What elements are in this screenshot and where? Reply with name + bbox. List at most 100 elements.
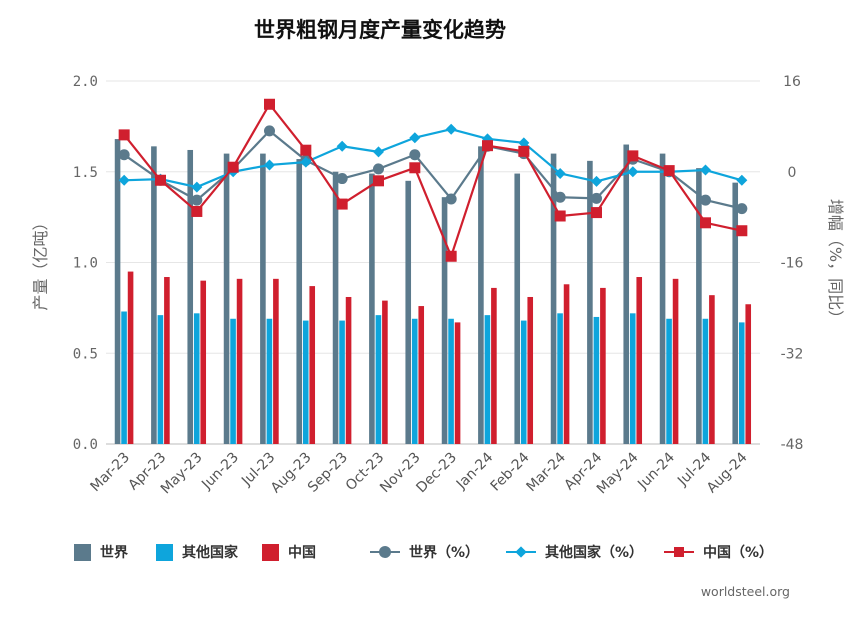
y-left-axis-label: 产量（亿吨） xyxy=(31,214,50,310)
point-1-May-24 xyxy=(627,166,639,178)
bar-0-Feb-24 xyxy=(514,173,521,444)
y-right-tick-label: -32 xyxy=(781,346,804,362)
point-2-Mar-24 xyxy=(554,210,566,222)
point-2-Mar-23 xyxy=(118,129,130,141)
legend-item-world-bar[interactable]: 世界 xyxy=(74,541,128,563)
point-0-Mar-24 xyxy=(554,191,566,203)
point-2-Jul-24 xyxy=(700,217,711,229)
legend: 世界 其他国家 中国 世界（%） 其他国家（%） 中国（%） xyxy=(74,541,834,565)
bar-0-Jan-24 xyxy=(478,146,484,444)
point-1-Nov-23 xyxy=(409,132,421,144)
bar-2-Jun-24 xyxy=(672,278,679,444)
point-0-Apr-24 xyxy=(591,192,602,204)
point-2-Jun-23 xyxy=(227,161,239,173)
legend-item-other-line[interactable]: 其他国家（%） xyxy=(506,541,643,563)
bar-2-May-24 xyxy=(636,277,643,444)
bar-0-Oct-23 xyxy=(369,173,375,444)
legend-item-other-bar[interactable]: 其他国家 xyxy=(156,541,238,563)
bar-2-Mar-23 xyxy=(127,271,134,444)
y-right-tick-label: 0 xyxy=(788,165,797,181)
bar-2-Oct-23 xyxy=(382,300,388,444)
bar-2-Mar-24 xyxy=(563,284,570,444)
bar-0-Aug-23 xyxy=(296,159,303,445)
bar-0-May-24 xyxy=(623,144,630,444)
legend-label: 世界（%） xyxy=(409,545,480,561)
bar-0-Apr-24 xyxy=(587,160,593,445)
point-2-Dec-23 xyxy=(445,250,457,262)
source-credit: worldsteel.org xyxy=(700,584,790,599)
bar-2-Jan-24 xyxy=(491,287,497,444)
bar-0-May-23 xyxy=(187,149,194,444)
point-2-Jan-24 xyxy=(482,140,493,152)
point-2-Nov-23 xyxy=(409,162,421,174)
x-tick-label: Aug-23 xyxy=(268,450,315,497)
bar-1-Apr-23 xyxy=(157,315,164,444)
point-1-Aug-23 xyxy=(300,156,312,168)
bar-2-Feb-24 xyxy=(527,296,534,444)
bar-1-Nov-23 xyxy=(411,318,418,444)
legend-label: 中国 xyxy=(288,545,316,561)
bar-0-Aug-24 xyxy=(732,182,739,444)
y-right-tick-label: 16 xyxy=(783,74,801,90)
x-tick-label: Jun-23 xyxy=(198,450,242,494)
point-0-Nov-23 xyxy=(409,149,421,161)
chart-title: 世界粗钢月度产量变化趋势 xyxy=(254,18,506,42)
point-0-Sep-23 xyxy=(336,173,348,185)
point-2-Jun-24 xyxy=(663,165,675,177)
x-tick-label: Feb-24 xyxy=(488,449,533,494)
bar-0-Dec-23 xyxy=(441,197,448,444)
x-tick-label: Mar-24 xyxy=(523,449,569,495)
bar-1-Dec-23 xyxy=(448,318,454,444)
point-2-Oct-23 xyxy=(373,175,384,187)
x-tick-label: Mar-23 xyxy=(87,450,133,496)
bar-1-May-23 xyxy=(193,313,200,444)
point-2-Jul-23 xyxy=(264,98,275,110)
series-line-2 xyxy=(123,103,743,258)
bar-0-Jun-23 xyxy=(223,153,230,444)
point-0-May-23 xyxy=(191,194,203,206)
legend-label: 其他国家 xyxy=(182,545,238,561)
point-1-Sep-23 xyxy=(336,140,348,152)
y-left-tick-label: 2.0 xyxy=(73,74,98,90)
bar-1-Feb-24 xyxy=(520,320,527,444)
bar-0-Jul-24 xyxy=(696,168,702,444)
point-1-Aug-24 xyxy=(736,174,748,186)
y-left-tick-label: 1.0 xyxy=(73,256,98,272)
bar-2-Nov-23 xyxy=(418,306,425,444)
legend-line-symbol xyxy=(370,544,400,560)
point-1-Mar-24 xyxy=(554,167,566,179)
bar-2-Jun-23 xyxy=(236,278,243,444)
legend-swatch xyxy=(262,543,279,561)
legend-label: 中国（%） xyxy=(703,545,774,561)
bar-2-Jul-24 xyxy=(709,295,715,444)
point-0-Mar-23 xyxy=(118,149,130,161)
x-tick-label: Sep-23 xyxy=(305,450,351,496)
point-0-Aug-24 xyxy=(736,203,748,215)
legend-item-china-bar[interactable]: 中国 xyxy=(262,541,316,563)
legend-label: 其他国家（%） xyxy=(545,545,644,561)
bar-1-Jun-23 xyxy=(230,318,236,444)
series-line-0 xyxy=(123,129,743,210)
x-tick-label: Jun-24 xyxy=(634,449,678,493)
point-0-Jul-24 xyxy=(700,194,711,206)
bar-0-Nov-23 xyxy=(405,180,412,444)
point-1-Jul-24 xyxy=(700,164,711,176)
legend-item-world-line[interactable]: 世界（%） xyxy=(370,541,479,563)
point-2-Apr-23 xyxy=(155,174,166,186)
bar-1-Mar-24 xyxy=(557,313,563,444)
bar-1-Sep-23 xyxy=(339,320,345,444)
point-2-Feb-24 xyxy=(518,145,530,157)
bar-1-Aug-24 xyxy=(738,322,745,444)
bar-2-Sep-23 xyxy=(345,296,352,444)
point-1-Apr-24 xyxy=(591,175,602,187)
legend-line-symbol xyxy=(664,544,694,560)
point-1-Oct-23 xyxy=(373,146,384,158)
legend-item-china-line[interactable]: 中国（%） xyxy=(664,541,773,563)
bar-1-Oct-23 xyxy=(375,315,382,444)
bar-2-Aug-24 xyxy=(745,304,752,444)
legend-label: 世界 xyxy=(100,545,128,561)
bar-0-Sep-23 xyxy=(332,171,339,444)
legend-swatch xyxy=(156,543,173,561)
y-right-axis-label: 增幅（%，同比） xyxy=(826,199,845,326)
point-2-May-24 xyxy=(627,150,639,162)
